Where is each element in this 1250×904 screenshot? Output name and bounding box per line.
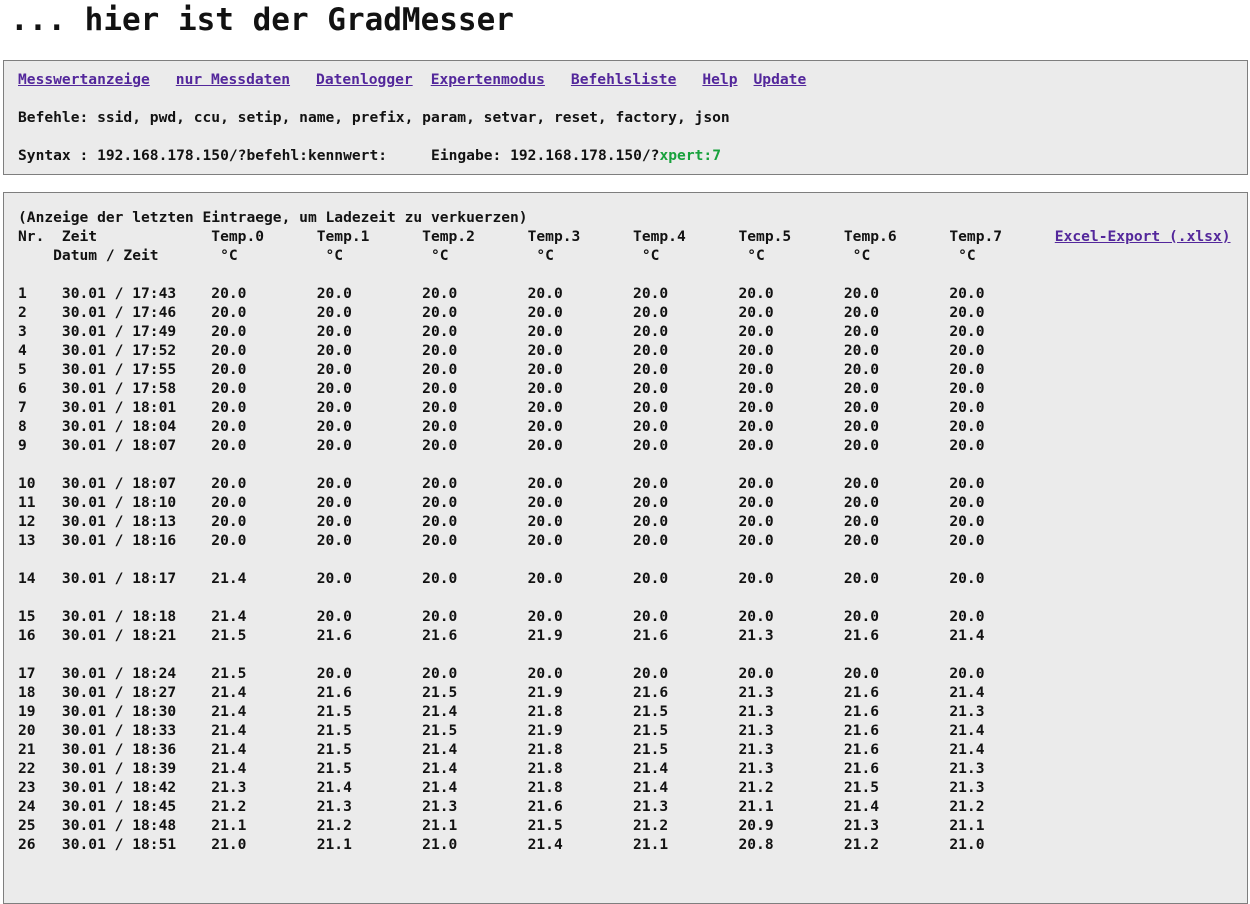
page-title: ... hier ist der GradMesser: [10, 2, 514, 38]
table-header-row-1: Nr. Zeit Temp.0 Temp.1 Temp.2 Temp.3 Tem…: [18, 227, 1233, 246]
table-note: (Anzeige der letzten Eintraege, um Ladez…: [18, 209, 528, 226]
table-row: 6 30.01 / 17:58 20.0 20.0 20.0 20.0 20.0…: [18, 380, 1055, 397]
eingabe-label: Eingabe: 192.168.178.150/?: [431, 147, 660, 164]
table-row: 5 30.01 / 17:55 20.0 20.0 20.0 20.0 20.0…: [18, 361, 1055, 378]
syntax-line: Syntax : 192.168.178.150/?befehl:kennwer…: [18, 146, 1233, 165]
table-row: 15 30.01 / 18:18 21.4 20.0 20.0 20.0 20.…: [18, 608, 1055, 625]
nav-link-messwertanzeige[interactable]: Messwertanzeige: [18, 71, 150, 88]
table-row: 25 30.01 / 18:48 21.1 21.2 21.1 21.5 21.…: [18, 817, 1055, 834]
row-group-gap: [18, 455, 1233, 474]
table-row: 9 30.01 / 18:07 20.0 20.0 20.0 20.0 20.0…: [18, 437, 1055, 454]
nav-link-nur-messdaten[interactable]: nur Messdaten: [175, 71, 291, 88]
table-header-row-2: Datum / Zeit °C °C °C °C °C °C °C °C: [18, 247, 1064, 264]
table-row: 4 30.01 / 17:52 20.0 20.0 20.0 20.0 20.0…: [18, 342, 1055, 359]
table-row: 3 30.01 / 17:49 20.0 20.0 20.0 20.0 20.0…: [18, 323, 1055, 340]
main-nav: Messwertanzeige nur Messdaten Datenlogger E…: [18, 70, 1233, 89]
excel-export-link[interactable]: Excel-Export (.xlsx): [1054, 228, 1231, 245]
table-row: 2 30.01 / 17:46 20.0 20.0 20.0 20.0 20.0…: [18, 304, 1055, 321]
syntax-label: Syntax : 192.168.178.150/?befehl:kennwer…: [18, 147, 388, 164]
nav-link-help[interactable]: Help: [702, 71, 738, 88]
table-row: 21 30.01 / 18:36 21.4 21.5 21.4 21.8 21.…: [18, 741, 1055, 758]
table-row: 7 30.01 / 18:01 20.0 20.0 20.0 20.0 20.0…: [18, 399, 1055, 416]
table-row: 10 30.01 / 18:07 20.0 20.0 20.0 20.0 20.…: [18, 475, 1055, 492]
row-group-gap: [18, 645, 1233, 664]
table-row: 23 30.01 / 18:42 21.3 21.4 21.4 21.8 21.…: [18, 779, 1055, 796]
table-row: 1 30.01 / 17:43 20.0 20.0 20.0 20.0 20.0…: [18, 285, 1055, 302]
commands-line: Befehle: ssid, pwd, ccu, setip, name, pr…: [18, 109, 730, 126]
row-group-gap: [18, 550, 1233, 569]
table-row: 8 30.01 / 18:04 20.0 20.0 20.0 20.0 20.0…: [18, 418, 1055, 435]
table-row: 16 30.01 / 18:21 21.5 21.6 21.6 21.9 21.…: [18, 627, 1055, 644]
nav-link-update[interactable]: Update: [753, 71, 807, 88]
table-row: 20 30.01 / 18:33 21.4 21.5 21.5 21.9 21.…: [18, 722, 1055, 739]
table-row: 18 30.01 / 18:27 21.4 21.6 21.5 21.9 21.…: [18, 684, 1055, 701]
table-row: 24 30.01 / 18:45 21.2 21.3 21.3 21.6 21.…: [18, 798, 1055, 815]
table-row: 12 30.01 / 18:13 20.0 20.0 20.0 20.0 20.…: [18, 513, 1055, 530]
table-row: 22 30.01 / 18:39 21.4 21.5 21.4 21.8 21.…: [18, 760, 1055, 777]
nav-link-datenlogger[interactable]: Datenlogger: [316, 71, 413, 88]
table-row: 14 30.01 / 18:17 21.4 20.0 20.0 20.0 20.…: [18, 570, 1055, 587]
eingabe-value: xpert:7: [659, 147, 721, 164]
command-panel: Messwertanzeige nur Messdaten Datenlogger E…: [3, 60, 1248, 175]
table-row: 11 30.01 / 18:10 20.0 20.0 20.0 20.0 20.…: [18, 494, 1055, 511]
table-row: 19 30.01 / 18:30 21.4 21.5 21.4 21.8 21.…: [18, 703, 1055, 720]
data-panel: (Anzeige der letzten Eintraege, um Ladez…: [3, 192, 1248, 904]
row-group-gap: [18, 588, 1233, 607]
nav-link-befehlsliste[interactable]: Befehlsliste: [570, 71, 677, 88]
table-body: 1 30.01 / 17:43 20.0 20.0 20.0 20.0 20.0…: [18, 284, 1233, 854]
table-row: 13 30.01 / 18:16 20.0 20.0 20.0 20.0 20.…: [18, 532, 1055, 549]
header-gap: [18, 265, 1233, 284]
table-column-headers: Nr. Zeit Temp.0 Temp.1 Temp.2 Temp.3 Tem…: [18, 228, 1055, 245]
nav-link-expertenmodus[interactable]: Expertenmodus: [430, 71, 545, 88]
table-row: 17 30.01 / 18:24 21.5 20.0 20.0 20.0 20.…: [18, 665, 1055, 682]
